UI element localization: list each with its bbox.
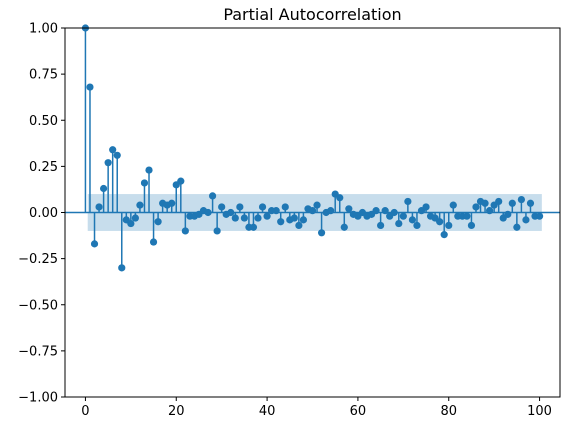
stem-marker [395,219,403,228]
x-tick-label: 40 [259,404,276,419]
stem-marker [86,83,94,91]
stem-marker [504,210,512,218]
y-tick-label: −0.75 [18,344,58,359]
stem-marker [535,212,544,220]
stem-marker [181,227,189,235]
stem-marker [390,208,398,217]
stem-marker [345,205,353,213]
y-tick-label: −0.50 [18,298,58,313]
stem-marker [408,216,417,224]
y-tick-label: 0.75 [29,68,58,83]
stem-marker [109,146,117,154]
stem-marker [299,216,308,224]
y-tick-label: 0.00 [29,206,58,221]
stem-marker [486,207,494,215]
stem-marker [127,219,135,228]
stem-marker [336,194,344,202]
stem-marker [377,221,385,230]
stem-marker [522,216,530,224]
y-tick-label: 0.25 [29,160,58,175]
stem-marker [526,199,535,207]
stem-marker [240,214,248,222]
stem-marker [404,197,412,206]
stem-marker [463,212,471,220]
stem-marker [413,221,421,230]
stem-marker [277,218,285,226]
stem-marker [513,223,521,231]
stem-marker [290,214,298,222]
stem-marker [145,166,153,174]
stem-marker [140,179,149,187]
stem-marker [177,177,185,185]
stem-marker [508,199,516,207]
stem-marker [308,207,317,215]
stem-marker [104,159,112,167]
stem-marker [517,195,525,204]
stem-marker [467,221,476,230]
stem-marker [258,203,267,211]
stem-marker [168,199,176,207]
stem-marker [100,184,108,193]
x-tick-label: 100 [527,404,552,419]
stem-marker [449,201,457,209]
x-tick-label: 20 [168,404,185,419]
stem-marker [154,218,162,226]
stem-marker [495,197,503,206]
stem-marker [381,207,389,215]
stem-marker [90,240,99,248]
stem-marker [263,212,271,220]
stem-marker [481,199,489,207]
stem-marker [472,203,480,211]
stem-marker [113,151,121,159]
stem-marker [327,207,335,215]
stem-marker [440,231,448,239]
chart-title: Partial Autocorrelation [223,5,401,24]
stem-marker [340,223,348,231]
stem-marker [295,221,303,230]
stem-marker [227,208,235,217]
stem-marker [436,218,444,226]
y-tick-label: 0.50 [29,114,58,129]
stem-marker [236,203,244,211]
stem-marker [372,207,380,215]
stem-marker [313,201,321,209]
stem-marker [213,227,221,235]
y-tick-label: −0.25 [18,252,58,267]
stem-marker [272,207,280,215]
stem-marker [118,264,126,272]
x-tick-label: 0 [81,404,89,419]
stem-marker [149,238,158,246]
stem-marker [218,203,226,211]
y-tick-label: −1.00 [18,391,58,406]
stem-marker [204,208,212,217]
stem-marker [136,201,144,209]
y-tick-label: 1.00 [29,22,58,37]
x-tick-label: 80 [440,404,457,419]
stem-marker [254,214,262,222]
stem-marker [422,203,430,211]
stem-marker [208,192,217,200]
stem-marker [281,203,289,211]
x-tick-label: 60 [350,404,367,419]
stem-marker [131,214,139,222]
stem-marker [249,223,258,231]
stem-marker [445,221,453,230]
stem-marker [317,229,326,237]
stem-marker [95,203,103,211]
stem-marker [399,212,407,220]
stem-marker [231,214,239,222]
